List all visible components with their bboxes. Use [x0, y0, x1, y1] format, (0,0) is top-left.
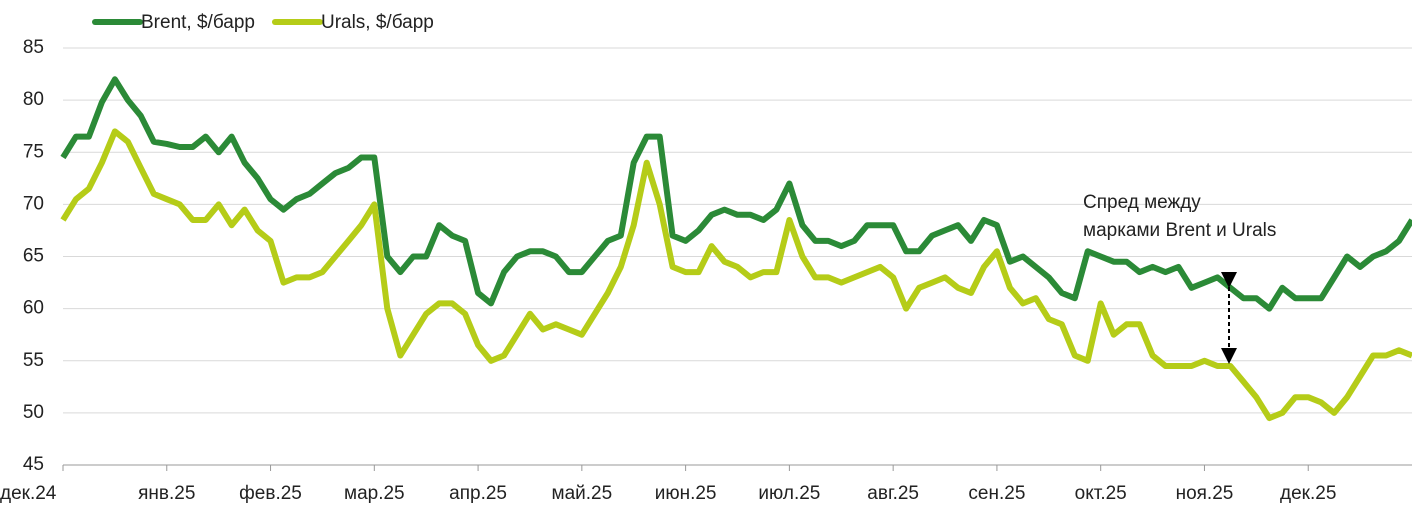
- y-tick-label: 50: [23, 402, 44, 423]
- x-tick-label: ноя.25: [1176, 483, 1234, 504]
- series-line: [60, 128, 1412, 422]
- y-tick-label: 80: [23, 89, 44, 110]
- x-tick-label: окт.25: [1075, 483, 1127, 504]
- x-tick-label: июл.25: [758, 483, 820, 504]
- x-tick-label: авг.25: [867, 483, 919, 504]
- x-tick-label: фев.25: [239, 483, 302, 504]
- x-tick-label: июн.25: [655, 483, 717, 504]
- y-tick-label: 65: [23, 246, 44, 267]
- x-tick-label: янв.25: [138, 483, 195, 504]
- x-tick-label: сен.25: [968, 483, 1025, 504]
- y-tick-label: 75: [23, 141, 44, 162]
- legend-label: Urals, $/барр: [321, 12, 434, 33]
- y-tick-label: 60: [23, 298, 44, 319]
- x-tick-label: мар.25: [344, 483, 405, 504]
- y-tick-label: 55: [23, 350, 44, 371]
- x-tick-label: дек.25: [1280, 483, 1336, 504]
- annotation: Спред между: [1083, 192, 1201, 213]
- y-tick-label: 85: [23, 37, 44, 58]
- x-tick-label: дек.24: [0, 483, 57, 504]
- x-tick-label: май.25: [552, 483, 613, 504]
- y-tick-label: 45: [23, 454, 44, 475]
- legend-label: Brent, $/барр: [141, 12, 255, 33]
- annotation: марками Brent и Urals: [1083, 220, 1276, 241]
- x-tick-label: апр.25: [449, 483, 507, 504]
- y-tick-label: 70: [23, 193, 44, 214]
- series-line: [60, 76, 1412, 312]
- plot: 45 50 55 60 65 70 75 80 85 дек.24 янв.25 фев.25 мар.…: [0, 12, 1412, 504]
